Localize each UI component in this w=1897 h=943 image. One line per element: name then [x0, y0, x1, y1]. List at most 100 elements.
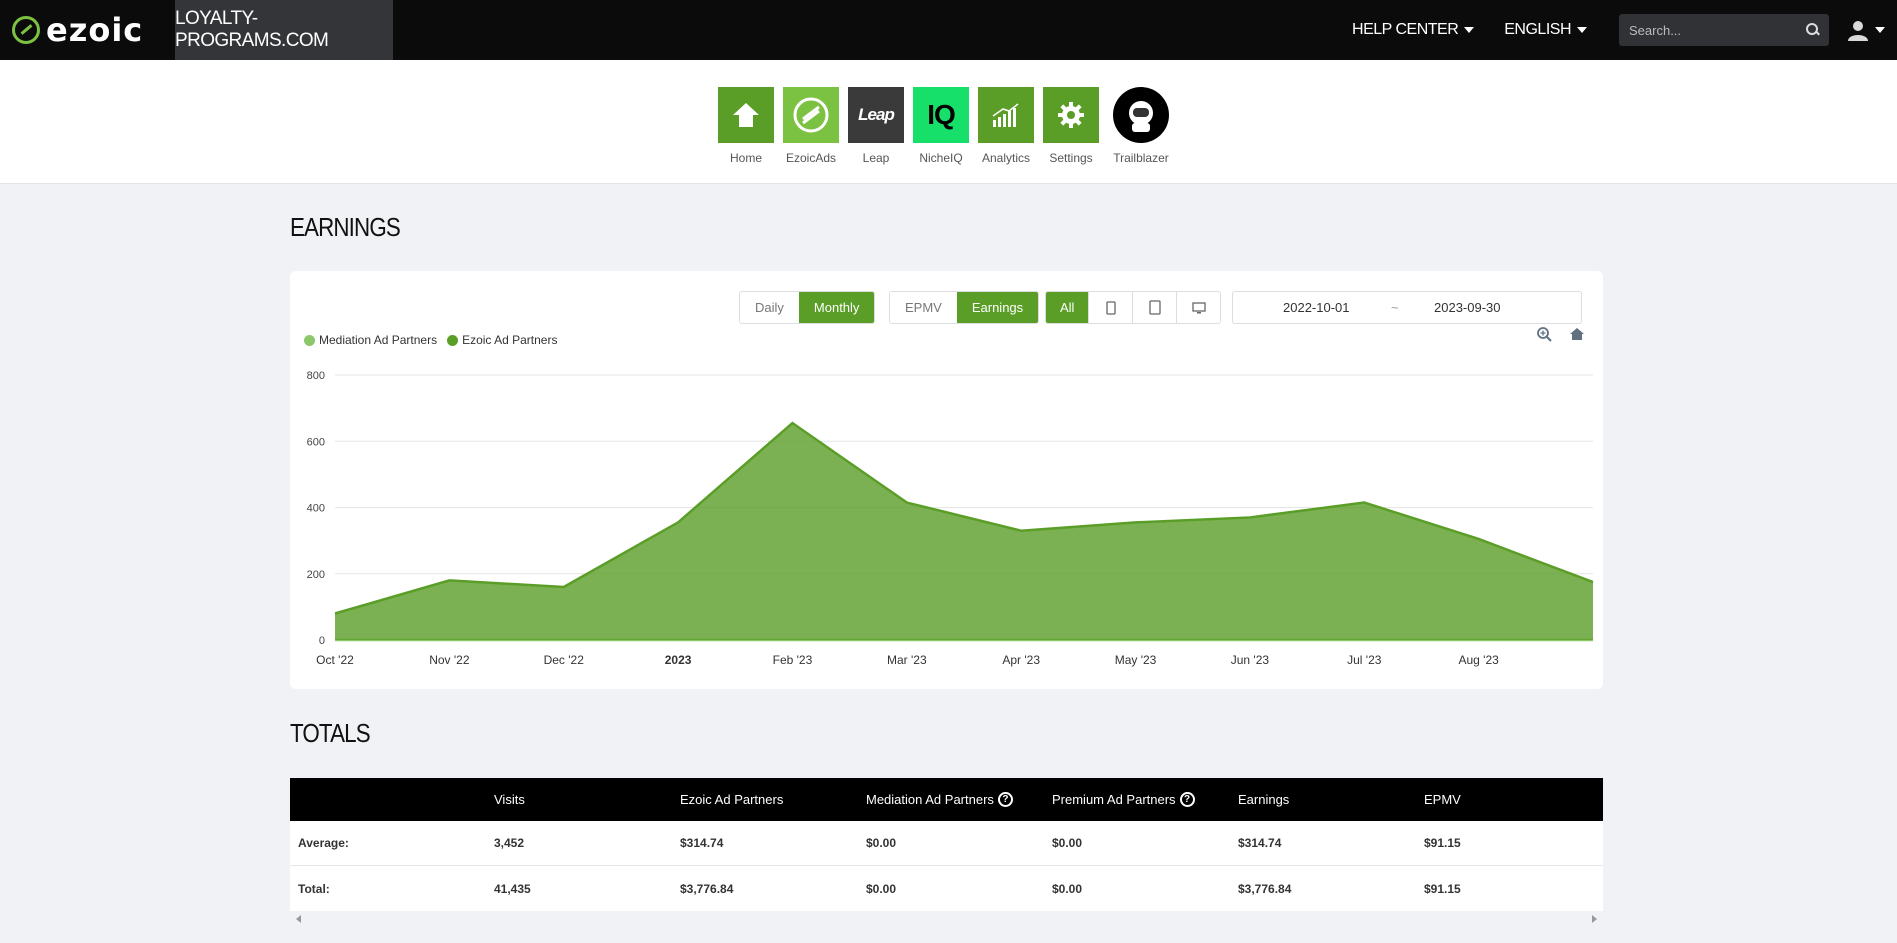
date-end: 2023-09-30: [1434, 300, 1501, 315]
app-settings[interactable]: Settings: [1043, 87, 1099, 165]
legend-dot: [304, 334, 315, 346]
x-tick-label: Apr '23: [1002, 653, 1040, 667]
x-tick-label: Nov '22: [429, 653, 470, 667]
help-center-menu[interactable]: HELP CENTER: [1352, 21, 1475, 39]
nicheiq-logo-icon: IQ: [927, 99, 956, 130]
chevron-down-icon: [1875, 27, 1885, 33]
app-trailblazer[interactable]: Trailblazer: [1113, 87, 1169, 165]
x-tick-label: Dec '22: [544, 653, 585, 667]
zoom-icon[interactable]: [1537, 327, 1552, 342]
date-range-picker[interactable]: 2022-10-01 ~ 2023-09-30: [1232, 291, 1582, 324]
column-header-label: Premium Ad Partners: [1052, 792, 1176, 807]
x-tick-label: Mar '23: [887, 653, 927, 667]
mobile-icon: [1106, 300, 1116, 315]
user-icon: [1848, 21, 1868, 41]
table-cell: 41,435: [494, 881, 531, 896]
series-area[interactable]: [335, 423, 1593, 640]
totals-title: TOTALS: [290, 718, 371, 748]
nicheiq-tile: IQ: [913, 87, 969, 143]
x-tick-label: 2023: [665, 653, 692, 667]
ezoic-logo[interactable]: ezoic: [12, 11, 143, 49]
x-tick-label: May '23: [1115, 653, 1157, 667]
date-start: 2022-10-01: [1283, 300, 1350, 315]
earnings-chart-card: Daily Monthly EPMV Earnings All 2022-10-…: [290, 271, 1603, 689]
column-header-mediation-ad-partners: Mediation Ad Partners ?: [858, 792, 1044, 807]
earnings-chart: 0 200 400 600 800 Oct '22 Nov '22 Dec '22 2023 F…: [307, 327, 1594, 667]
device-all-button[interactable]: All: [1046, 292, 1089, 323]
app-label: NicheIQ: [919, 151, 963, 165]
help-icon[interactable]: ?: [1179, 792, 1195, 807]
y-tick-label: 600: [307, 436, 325, 448]
home-icon: [733, 103, 759, 127]
table-cell: $0.00: [866, 836, 897, 850]
desktop-device-button[interactable]: [1176, 292, 1221, 323]
series-line: [334, 421, 1594, 615]
site-selector[interactable]: LOYALTY-PROGRAMS.COM: [175, 0, 393, 60]
table-cell: $0.00: [1052, 836, 1083, 850]
table-cell: $3,776.84: [680, 881, 734, 896]
column-header-premium-ad-partners: Premium Ad Partners ?: [1044, 792, 1230, 807]
y-tick-label: 800: [307, 370, 325, 382]
granularity-toggle: Daily Monthly: [739, 291, 876, 324]
scroll-right-icon[interactable]: [1592, 915, 1597, 923]
app-home[interactable]: Home: [718, 87, 774, 165]
table-row: Average: 3,452 $314.74 $0.00 $0.00 $314.…: [290, 821, 1603, 866]
ezoic-icon: [793, 97, 829, 133]
reset-zoom-icon[interactable]: [1570, 328, 1584, 340]
app-label: Trailblazer: [1113, 151, 1169, 165]
legend-dot: [447, 334, 459, 346]
app-label: Settings: [1049, 151, 1093, 165]
epmv-button[interactable]: EPMV: [890, 292, 957, 323]
language-label: ENGLISH: [1504, 21, 1571, 38]
x-tick-label: Jun '23: [1231, 653, 1270, 667]
help-icon[interactable]: ?: [997, 792, 1013, 807]
x-tick-label: Jul '23: [1347, 653, 1382, 667]
legend-label: Ezoic Ad Partners: [462, 333, 558, 347]
date-separator: ~: [1391, 300, 1399, 315]
app-analytics[interactable]: Analytics: [978, 87, 1034, 165]
astronaut-icon: [1129, 101, 1153, 132]
desktop-icon: [1192, 301, 1206, 313]
gear-icon: [1058, 102, 1084, 128]
x-tick-label: Oct '22: [316, 653, 354, 667]
table-header-row: Visits Ezoic Ad Partners Mediation Ad Pa…: [290, 778, 1603, 821]
scroll-left-icon[interactable]: [296, 915, 301, 923]
mobile-device-button[interactable]: [1088, 292, 1133, 323]
table-cell: $91.15: [1424, 881, 1461, 896]
table-cell: $314.74: [1238, 836, 1282, 850]
trailblazer-tile: [1113, 87, 1169, 143]
metric-toggle: EPMV Earnings: [889, 291, 1040, 324]
ezoic-logo-icon: [12, 16, 40, 44]
x-tick-label: Feb '23: [773, 653, 813, 667]
totals-table: Visits Ezoic Ad Partners Mediation Ad Pa…: [290, 778, 1603, 925]
help-center-label: HELP CENTER: [1352, 21, 1459, 38]
table-cell: $3,776.84: [1238, 881, 1292, 896]
daily-button[interactable]: Daily: [740, 292, 799, 323]
column-header-earnings: Earnings: [1238, 792, 1290, 807]
y-tick-label: 400: [307, 503, 325, 515]
settings-tile: [1043, 87, 1099, 143]
column-header-epmv: EPMV: [1424, 792, 1461, 807]
top-navigation-bar: ezoic LOYALTY-PROGRAMS.COM HELP CENTER E…: [0, 0, 1897, 60]
legend-item[interactable]: Ezoic Ad Partners: [447, 333, 557, 347]
table-cell: $0.00: [1052, 881, 1083, 896]
language-menu[interactable]: ENGLISH: [1504, 21, 1587, 39]
monthly-button[interactable]: Monthly: [798, 292, 875, 323]
app-ezoicads[interactable]: EzoicAds: [783, 87, 839, 165]
app-leap[interactable]: Leap Leap: [848, 87, 904, 165]
leap-logo-icon: Leap: [858, 105, 895, 124]
legend-item[interactable]: Mediation Ad Partners: [304, 333, 437, 347]
search-input[interactable]: [1629, 22, 1805, 38]
row-label: Total:: [298, 881, 330, 896]
tablet-icon: [1149, 300, 1161, 315]
earnings-title: EARNINGS: [290, 212, 401, 242]
user-menu[interactable]: [1847, 19, 1885, 41]
app-navigation: Home EzoicAds Leap Leap IQ NicheIQ: [0, 60, 1897, 184]
horizontal-scrollbar[interactable]: [290, 911, 1603, 925]
search-icon[interactable]: [1805, 22, 1819, 38]
tablet-device-button[interactable]: [1132, 292, 1177, 323]
earnings-button[interactable]: Earnings: [956, 292, 1039, 323]
app-nicheiq[interactable]: IQ NicheIQ: [913, 87, 969, 165]
column-header-label: Mediation Ad Partners: [866, 792, 994, 807]
column-header-visits: Visits: [494, 792, 525, 807]
